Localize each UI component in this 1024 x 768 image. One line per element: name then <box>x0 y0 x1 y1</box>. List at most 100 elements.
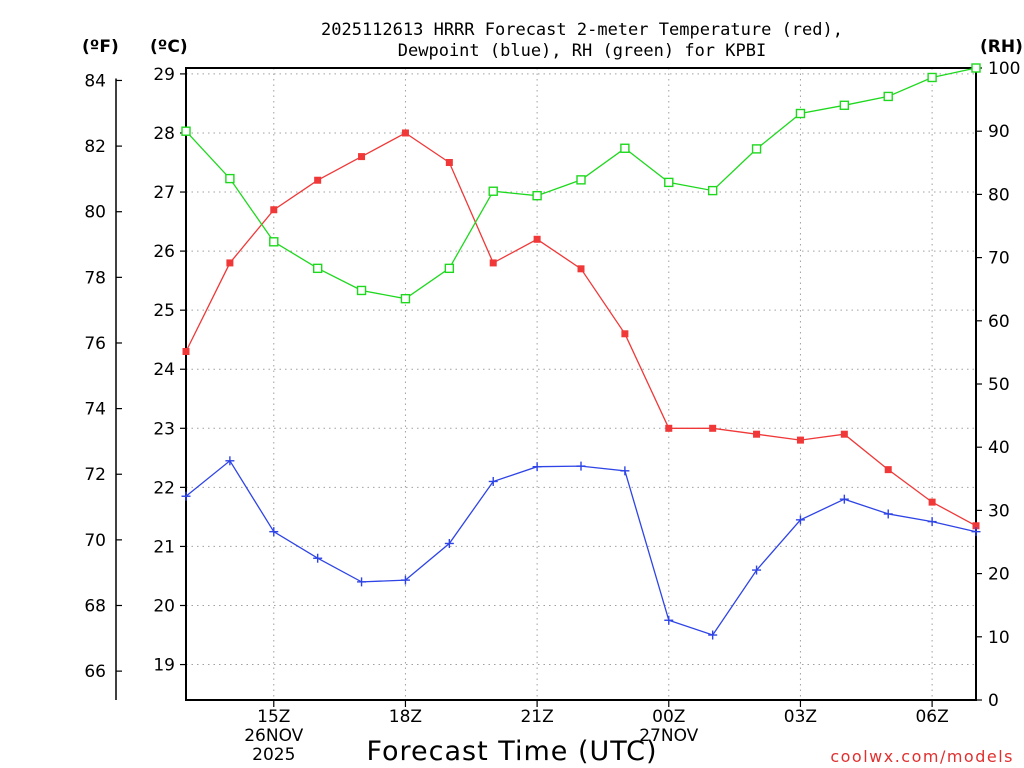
rh-tick-label: 0 <box>988 691 999 711</box>
x-tick-label: 18Z <box>389 707 422 727</box>
temperature-point <box>840 430 848 438</box>
celsius-tick-label: 29 <box>153 65 175 85</box>
rh-tick-label: 20 <box>988 565 1010 585</box>
fahrenheit-tick-label: 68 <box>84 596 106 616</box>
dewpoint-point <box>400 575 410 585</box>
x-tick-label: 15Z <box>257 707 290 727</box>
dewpoint-point <box>883 509 893 519</box>
x-tick-date-label: 26NOV <box>244 726 303 746</box>
temperature-point <box>753 430 761 438</box>
celsius-tick-label: 22 <box>153 478 175 498</box>
x-tick-label: 06Z <box>915 707 948 727</box>
rh-point <box>839 100 850 110</box>
dewpoint-point <box>839 494 849 504</box>
rh-point <box>312 263 323 274</box>
fahrenheit-tick-label: 66 <box>84 662 106 682</box>
temperature-point <box>796 436 804 444</box>
temperature-point <box>884 466 892 474</box>
chart-title-line2: Dewpoint (blue), RH (green) for KPBI <box>398 41 766 61</box>
rh-tick-label: 90 <box>988 122 1010 142</box>
dewpoint-point <box>752 565 762 575</box>
dewpoint-point <box>620 466 630 476</box>
fahrenheit-unit-label: (ºF) <box>82 37 119 57</box>
dewpoint-point <box>225 456 235 466</box>
rh-unit-label: (RH) <box>980 37 1023 57</box>
rh-tick-label: 100 <box>988 59 1020 79</box>
dewpoint-point <box>488 476 498 486</box>
x-tick-year-label: 2025 <box>252 745 295 765</box>
rh-point <box>181 126 191 136</box>
fahrenheit-tick-label: 80 <box>84 203 106 223</box>
rh-point <box>532 190 542 201</box>
rh-tick-label: 70 <box>988 249 1010 269</box>
rh-tick-label: 40 <box>988 438 1010 458</box>
dewpoint-point <box>357 577 367 587</box>
temperature-point <box>401 129 409 137</box>
rh-tick-label: 50 <box>988 375 1010 395</box>
rh-point <box>707 185 718 196</box>
fahrenheit-tick-label: 74 <box>84 400 106 420</box>
temperature-point <box>709 424 717 432</box>
rh-point <box>225 173 235 184</box>
rh-point <box>751 144 762 154</box>
temperature-point <box>621 330 629 338</box>
x-tick-label: 00Z <box>652 707 685 727</box>
celsius-tick-label: 23 <box>153 419 175 439</box>
rh-tick-label: 30 <box>988 501 1010 521</box>
temperature-point <box>358 153 366 161</box>
x-tick-label: 03Z <box>784 707 817 727</box>
dewpoint-point <box>971 527 981 537</box>
fahrenheit-tick-label: 76 <box>84 334 106 354</box>
fahrenheit-tick-label: 70 <box>84 531 106 551</box>
gridlines <box>186 68 976 700</box>
celsius-tick-label: 27 <box>153 183 175 203</box>
celsius-tick-label: 24 <box>153 360 175 380</box>
temperature-point <box>314 176 322 184</box>
dewpoint-point <box>181 491 191 501</box>
celsius-unit-label: (ºC) <box>150 37 188 57</box>
celsius-tick-label: 25 <box>153 301 175 321</box>
temperature-point <box>928 498 936 506</box>
x-tick-label: 21Z <box>520 707 553 727</box>
temperature-point <box>533 235 541 243</box>
rh-point <box>664 177 674 188</box>
watermark: coolwx.com/models <box>830 747 1014 766</box>
rh-point <box>488 186 498 196</box>
celsius-tick-label: 19 <box>153 656 175 676</box>
celsius-tick-label: 26 <box>153 242 175 262</box>
rh-point <box>883 91 893 102</box>
dewpoint-point <box>269 527 279 537</box>
rh-point <box>269 237 279 247</box>
chart-title-line1: 2025112613 HRRR Forecast 2-meter Tempera… <box>321 20 843 40</box>
dewpoint-point <box>576 461 586 471</box>
dewpoint-point <box>708 630 718 640</box>
celsius-tick-label: 21 <box>153 537 175 557</box>
temperature-point <box>665 424 673 432</box>
temperature-point <box>445 159 453 167</box>
x-tick-date-label: 27NOV <box>639 726 698 746</box>
rh-point <box>927 72 937 83</box>
rh-point <box>576 175 586 185</box>
rh-point <box>620 143 630 153</box>
dewpoint-point <box>927 517 937 527</box>
temperature-point <box>226 259 234 267</box>
axes: 19 20 21 22 23 24 25 26 27 28 29 66 68 70 72 74 76 78 80 82… <box>84 59 1020 711</box>
dewpoint-point <box>313 553 323 563</box>
rh-point <box>795 108 806 119</box>
rh-point <box>356 285 367 296</box>
fahrenheit-tick-label: 72 <box>84 465 106 485</box>
rh-point <box>971 63 981 73</box>
rh-tick-label: 80 <box>988 185 1010 205</box>
temperature-point <box>577 265 585 273</box>
temperature-point <box>270 206 278 214</box>
dewpoint-point <box>444 538 454 548</box>
temperature-point <box>972 522 980 530</box>
fahrenheit-tick-label: 82 <box>84 137 106 157</box>
rh-point <box>444 263 455 274</box>
celsius-tick-label: 20 <box>153 596 175 616</box>
dewpoint-point <box>532 462 542 472</box>
dewpoint-point <box>795 515 805 525</box>
x-axis-title: Forecast Time (UTC) <box>366 736 657 767</box>
